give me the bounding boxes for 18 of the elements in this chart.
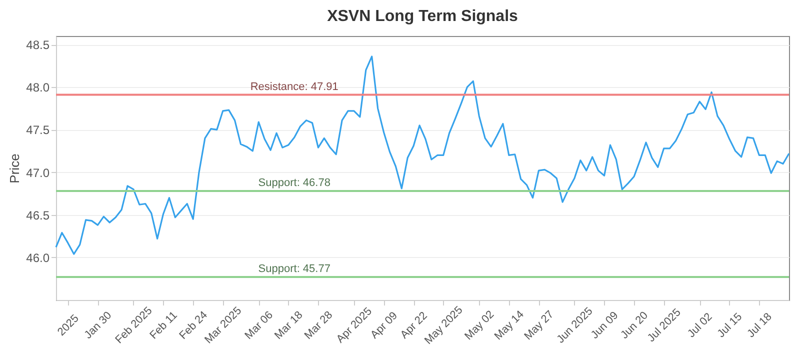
y-tick-label: 46.0 (26, 250, 50, 265)
y-tick-label: 46.5 (26, 208, 50, 222)
ref-line-label: Resistance: 47.91 (250, 80, 338, 93)
chart-title: XSVN Long Term Signals (327, 8, 518, 25)
line-series (55, 56, 790, 255)
y-tick-label: 47.0 (26, 166, 50, 180)
x-tick-label: Mar 06 (242, 309, 276, 342)
y-axis-title: Price (7, 154, 22, 184)
y-tick-label: 48.0 (26, 80, 50, 95)
x-tick-label: Jul 18 (745, 310, 774, 340)
ref-line-label: Support: 45.77 (258, 263, 330, 276)
x-tick-label: May 27 (522, 308, 556, 342)
y-tick-label: 47.5 (26, 123, 50, 138)
x-tick-label: Jul 15 (715, 310, 745, 340)
x-tick-label: Jan 30 (82, 310, 114, 342)
y-tick-label: 48.5 (26, 38, 50, 52)
x-tick-label: Jul 02 (685, 310, 715, 340)
ref-line-label: Support: 46.78 (258, 176, 330, 189)
